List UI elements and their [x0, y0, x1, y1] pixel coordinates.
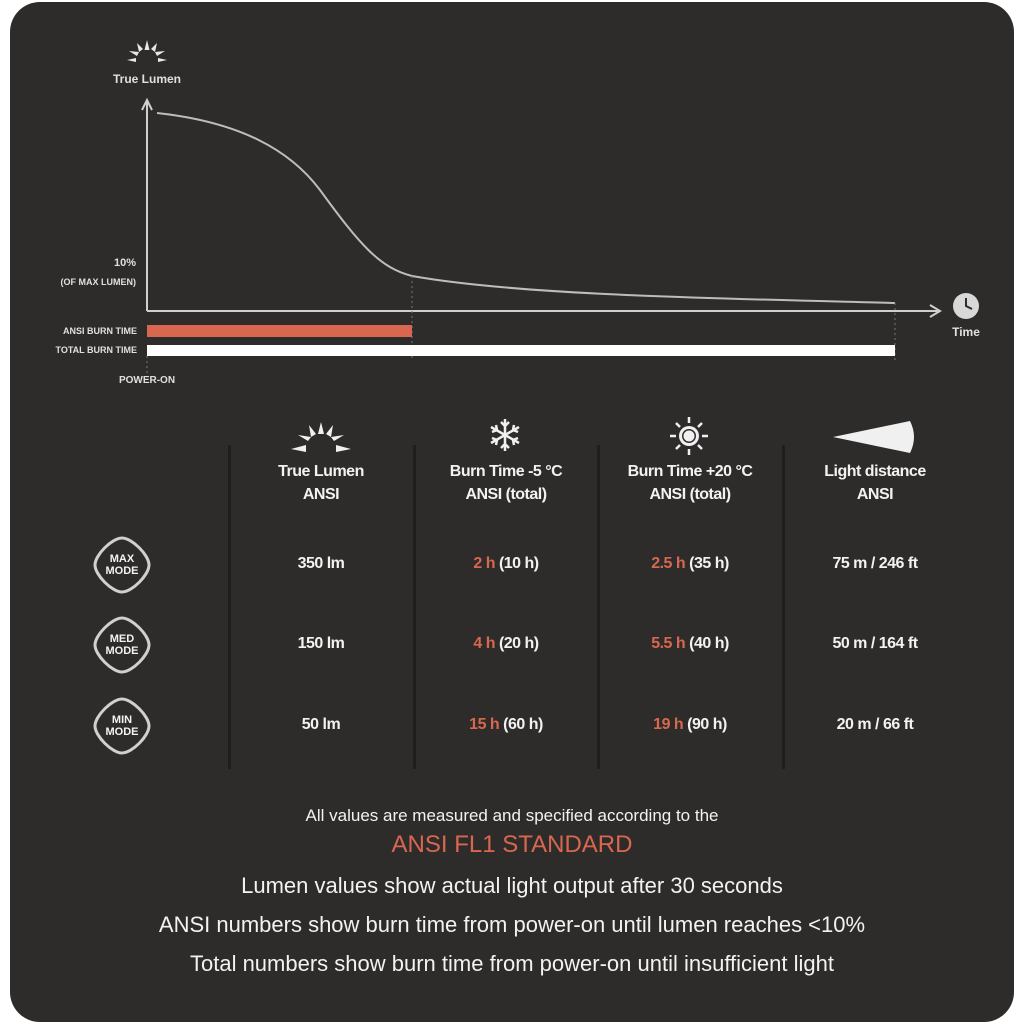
burn-time-cold-cell: 2 h (10 h)	[414, 555, 598, 573]
mode-badge-outline	[93, 536, 151, 594]
column-header-true-lumen: True Lumen ANSI	[229, 460, 413, 506]
lumen-curve	[156, 112, 896, 304]
footer-intro: All values are measured and specified ac…	[305, 806, 719, 825]
burn-time-cold-cell: 4 h (20 h)	[414, 635, 598, 653]
threshold-sublabel: (OF MAX LUMEN)	[60, 277, 137, 287]
sun-rising-icon	[291, 422, 351, 452]
ansi-value: 19 h	[653, 716, 684, 733]
header-line: ANSI	[302, 486, 340, 503]
burn-time-graph	[127, 40, 979, 375]
footer-note: Lumen values show actual light output af…	[241, 873, 783, 898]
y-axis-arrow	[141, 97, 153, 111]
burn-time-cold-cell: 15 h (60 h)	[414, 716, 598, 734]
distance-cell: 20 m / 66 ft	[836, 716, 914, 733]
mode-line: MODE	[105, 645, 139, 657]
burn-time-warm-cell: 2.5 h (35 h)	[598, 555, 782, 573]
mode-line: MED	[109, 633, 135, 645]
mode-label: MAX MODE	[92, 553, 152, 577]
burn-time-warm-cell: 19 h (90 h)	[598, 716, 782, 734]
ansi-value: 2.5 h	[651, 555, 686, 572]
header-line: Burn Time +20 °C	[627, 463, 753, 480]
mode-badge-outline	[93, 697, 151, 755]
header-line: True Lumen	[278, 463, 364, 480]
mode-label: MIN MODE	[92, 714, 152, 738]
total-value: (90 h)	[687, 716, 727, 733]
distance-cell: 75 m / 246 ft	[832, 555, 918, 572]
light-beam-icon	[833, 421, 914, 453]
ansi-value: 5.5 h	[651, 635, 686, 652]
column-divider	[597, 445, 600, 769]
snowflake-icon	[490, 419, 520, 451]
total-burn-time-bar	[147, 345, 895, 356]
x-axis-arrow	[929, 304, 942, 318]
ansi-value: 15 h	[469, 716, 500, 733]
mode-badge: MIN MODE	[92, 696, 152, 756]
lumen-cell: 150 lm	[297, 635, 345, 652]
total-value: (40 h)	[689, 635, 729, 652]
sun-icon	[670, 417, 708, 455]
mode-line: MAX	[109, 553, 135, 565]
mode-badge: MED MODE	[92, 615, 152, 675]
mode-badge: MAX MODE	[92, 535, 152, 595]
mode-line: MIN	[111, 714, 133, 726]
column-header-burn-time-warm: Burn Time +20 °C ANSI (total)	[598, 460, 782, 506]
mode-badge-outline	[93, 616, 151, 674]
column-header-light-distance: Light distance ANSI	[783, 460, 967, 506]
column-divider	[413, 445, 416, 769]
header-line: Light distance	[824, 463, 926, 480]
ansi-burn-time-bar	[147, 325, 412, 337]
power-on-label: POWER-ON	[118, 375, 176, 386]
x-axis-label: Time	[952, 325, 980, 339]
mode-line: MODE	[105, 565, 139, 577]
distance-cell: 50 m / 164 ft	[832, 635, 918, 652]
infographic-card	[10, 2, 1014, 1022]
column-divider	[228, 445, 231, 769]
header-line: ANSI (total)	[465, 486, 547, 503]
footer-standard: ANSI FL1 STANDARD	[391, 831, 633, 858]
y-axis-label: True Lumen	[112, 72, 181, 86]
lumen-cell: 50 lm	[301, 716, 341, 733]
column-divider	[782, 445, 785, 769]
ansi-burn-time-label: ANSI BURN TIME	[63, 326, 137, 336]
total-value: (20 h)	[498, 635, 539, 652]
footer-note: ANSI numbers show burn time from power-o…	[158, 912, 866, 937]
total-value: (35 h)	[689, 555, 729, 572]
header-line: ANSI (total)	[649, 486, 731, 503]
total-value: (60 h)	[503, 716, 543, 733]
column-icons	[291, 417, 914, 455]
threshold-label: 10%	[113, 257, 136, 269]
total-burn-time-label: TOTAL BURN TIME	[55, 345, 138, 355]
ansi-value: 2 h	[473, 555, 495, 572]
mode-line: MODE	[105, 726, 139, 738]
mode-label: MED MODE	[92, 633, 152, 657]
header-line: Burn Time -5 °C	[449, 463, 563, 480]
total-value: (10 h)	[498, 555, 539, 572]
ansi-value: 4 h	[473, 635, 495, 652]
burn-time-warm-cell: 5.5 h (40 h)	[598, 635, 782, 653]
header-line: ANSI	[856, 486, 894, 503]
sun-rising-icon	[127, 40, 167, 62]
footer-note: Total numbers show burn time from power-…	[189, 951, 834, 976]
clock-icon	[953, 293, 979, 319]
column-header-burn-time-cold: Burn Time -5 °C ANSI (total)	[414, 460, 598, 506]
lumen-cell: 350 lm	[297, 555, 345, 572]
